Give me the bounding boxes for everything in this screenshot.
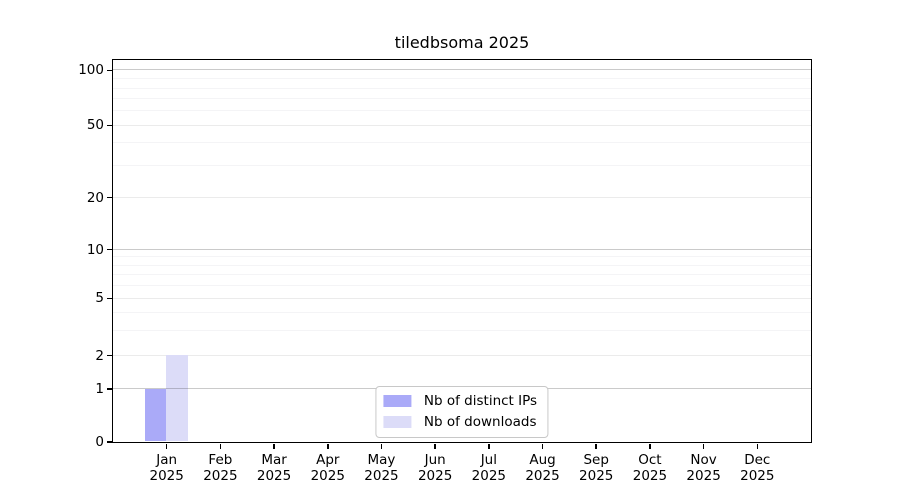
x-tick-month-sep: Sep bbox=[583, 452, 609, 468]
x-tick-label-apr: Apr 2025 bbox=[293, 452, 363, 484]
emphasis-gridlines-layer bbox=[112, 60, 811, 442]
x-tick-mark-may bbox=[380, 444, 383, 449]
x-tick-label-nov: Nov 2025 bbox=[669, 452, 739, 484]
x-tick-month-mar: Mar bbox=[261, 452, 287, 468]
chart-title: tiledbsoma 2025 bbox=[394, 33, 530, 52]
x-tick-year-may: 2025 bbox=[364, 468, 399, 484]
x-tick-month-apr: Apr bbox=[316, 452, 340, 468]
y-tick-label-50: 50 bbox=[86, 117, 104, 134]
x-tick-label-jul: Jul 2025 bbox=[454, 452, 524, 484]
x-tick-month-dec: Dec bbox=[744, 452, 771, 468]
y-tick-mark-0 bbox=[107, 441, 112, 443]
bars-layer bbox=[113, 60, 811, 442]
gridline-y-50 bbox=[112, 124, 811, 126]
gridline-minor-8 bbox=[112, 264, 811, 266]
gridline-minor-3 bbox=[112, 329, 811, 331]
x-tick-month-nov: Nov bbox=[690, 452, 717, 468]
x-tick-label-jun: Jun 2025 bbox=[400, 452, 470, 484]
y-tick-label-10: 10 bbox=[86, 241, 104, 258]
y-tick-mark-1 bbox=[107, 388, 112, 390]
gridline-minor-80 bbox=[112, 87, 811, 89]
x-tick-mark-jul bbox=[488, 444, 490, 449]
x-tick-label-may: May 2025 bbox=[346, 452, 416, 484]
x-tick-year-aug: 2025 bbox=[525, 468, 560, 484]
x-tick-month-feb: Feb bbox=[208, 452, 233, 468]
x-tick-year-dec: 2025 bbox=[740, 468, 775, 484]
gridline-y-20 bbox=[112, 197, 811, 199]
y-tick-label-2: 2 bbox=[95, 347, 104, 364]
gridline-minor-40 bbox=[112, 142, 811, 144]
gridline-emphasis-y-100 bbox=[112, 69, 811, 71]
x-tick-year-jun: 2025 bbox=[417, 468, 453, 484]
y-tick-mark-5 bbox=[107, 297, 112, 300]
y-tick-mark-100 bbox=[107, 69, 112, 72]
x-tick-year-apr: 2025 bbox=[310, 468, 345, 484]
x-tick-year-sep: 2025 bbox=[579, 468, 614, 484]
legend-swatch-distinct-ips bbox=[382, 395, 411, 407]
x-tick-month-jul: Jul bbox=[480, 452, 497, 468]
x-tick-label-mar: Mar 2025 bbox=[239, 452, 309, 484]
gridline-minor-60 bbox=[112, 110, 811, 112]
bar-downloads-jan bbox=[166, 355, 188, 442]
x-tick-mark-apr bbox=[327, 444, 329, 449]
gridline-minor-6 bbox=[112, 285, 811, 287]
x-tick-year-feb: 2025 bbox=[203, 468, 238, 484]
legend-swatch-downloads bbox=[382, 416, 411, 428]
x-tick-month-aug: Aug bbox=[529, 452, 556, 468]
y-tick-mark-20 bbox=[107, 196, 112, 199]
x-tick-mark-dec bbox=[756, 444, 759, 449]
x-tick-month-jun: Jun bbox=[424, 452, 446, 468]
x-tick-mark-oct bbox=[649, 444, 651, 449]
bar-distinct-ips-jan bbox=[144, 388, 167, 442]
y-tick-mark-2 bbox=[107, 354, 112, 357]
legend-item-distinct-ips: Nb of distinct IPs bbox=[382, 392, 538, 410]
gridline-emphasis-y-10 bbox=[112, 248, 811, 250]
x-tick-mark-jan bbox=[165, 444, 168, 449]
x-tick-label-aug: Aug 2025 bbox=[508, 452, 578, 484]
gridline-y-5 bbox=[112, 297, 811, 299]
y-tick-mark-10 bbox=[107, 248, 112, 251]
gridline-minor-7 bbox=[112, 274, 811, 276]
gridline-minor-4 bbox=[112, 311, 811, 313]
x-tick-mark-nov bbox=[702, 444, 705, 449]
x-tick-year-mar: 2025 bbox=[256, 468, 292, 484]
plot-area: Nb of distinct IPs Nb of downloads bbox=[111, 58, 812, 443]
gridline-minor-9 bbox=[112, 256, 811, 258]
legend-label-distinct-ips: Nb of distinct IPs bbox=[423, 392, 538, 409]
x-tick-month-oct: Oct bbox=[638, 452, 662, 468]
x-tick-mark-mar bbox=[273, 444, 275, 449]
x-tick-mark-jun bbox=[434, 444, 436, 449]
gridline-minor-30 bbox=[112, 165, 811, 167]
x-tick-label-jan: Jan 2025 bbox=[132, 452, 202, 484]
gridline-minor-70 bbox=[112, 98, 811, 100]
y-tick-label-100: 100 bbox=[78, 62, 104, 79]
x-tick-mark-aug bbox=[541, 444, 544, 449]
x-tick-month-may: May bbox=[367, 452, 396, 468]
y-tick-label-0: 0 bbox=[95, 434, 104, 450]
gridline-y-2 bbox=[112, 355, 811, 356]
x-tick-label-sep: Sep 2025 bbox=[561, 452, 631, 484]
x-tick-year-oct: 2025 bbox=[632, 468, 668, 484]
x-tick-label-dec: Dec 2025 bbox=[722, 452, 792, 484]
y-tick-label-1: 1 bbox=[95, 381, 104, 398]
x-tick-year-jan: 2025 bbox=[149, 468, 184, 484]
x-tick-label-feb: Feb 2025 bbox=[185, 452, 255, 484]
x-tick-month-jan: Jan bbox=[156, 452, 178, 468]
gridline-minor-90 bbox=[112, 78, 811, 80]
legend: Nb of distinct IPs Nb of downloads bbox=[374, 385, 549, 438]
x-tick-year-nov: 2025 bbox=[686, 468, 721, 484]
legend-item-downloads: Nb of downloads bbox=[382, 413, 537, 431]
y-tick-label-20: 20 bbox=[86, 189, 104, 206]
y-tick-mark-50 bbox=[107, 124, 112, 127]
legend-label-downloads: Nb of downloads bbox=[423, 413, 537, 430]
x-tick-mark-sep bbox=[595, 444, 597, 449]
x-tick-mark-feb bbox=[219, 444, 222, 449]
x-tick-label-oct: Oct 2025 bbox=[615, 452, 685, 484]
y-tick-label-5: 5 bbox=[95, 290, 104, 307]
gridlines-layer bbox=[112, 60, 811, 442]
x-tick-year-jul: 2025 bbox=[471, 468, 507, 484]
